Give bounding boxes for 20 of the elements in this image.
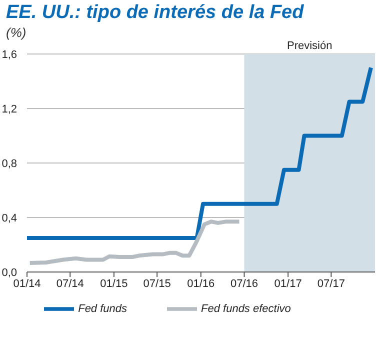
y-tick-label: 1,2: [2, 103, 17, 116]
y-tick-label: 1,6: [2, 48, 17, 61]
x-tick-label: 07/15: [143, 278, 171, 290]
x-tick-label: 07/16: [230, 278, 258, 290]
legend-label: Fed funds: [78, 302, 128, 315]
x-tick-label: 01/14: [13, 278, 41, 290]
y-tick-label: 0,4: [2, 212, 17, 224]
x-tick-label: 01/17: [274, 278, 302, 290]
x-tick-label: 07/14: [56, 278, 84, 290]
line-series: [28, 220, 242, 266]
y-axis-title: (%): [6, 25, 26, 40]
x-tick-label: 01/16: [187, 278, 215, 290]
line-series: [27, 66, 373, 240]
y-tick-label: 0,8: [2, 158, 17, 170]
chart-title: EE. UU.: tipo de interés de la Fed: [6, 2, 304, 24]
x-tick-label: 01/15: [100, 278, 128, 290]
x-tick-label: 07/17: [317, 278, 345, 290]
y-tick-label: 0,0: [2, 266, 17, 279]
legend-label: Fed funds efectivo: [201, 302, 291, 315]
band-label: Previsión: [286, 40, 332, 52]
